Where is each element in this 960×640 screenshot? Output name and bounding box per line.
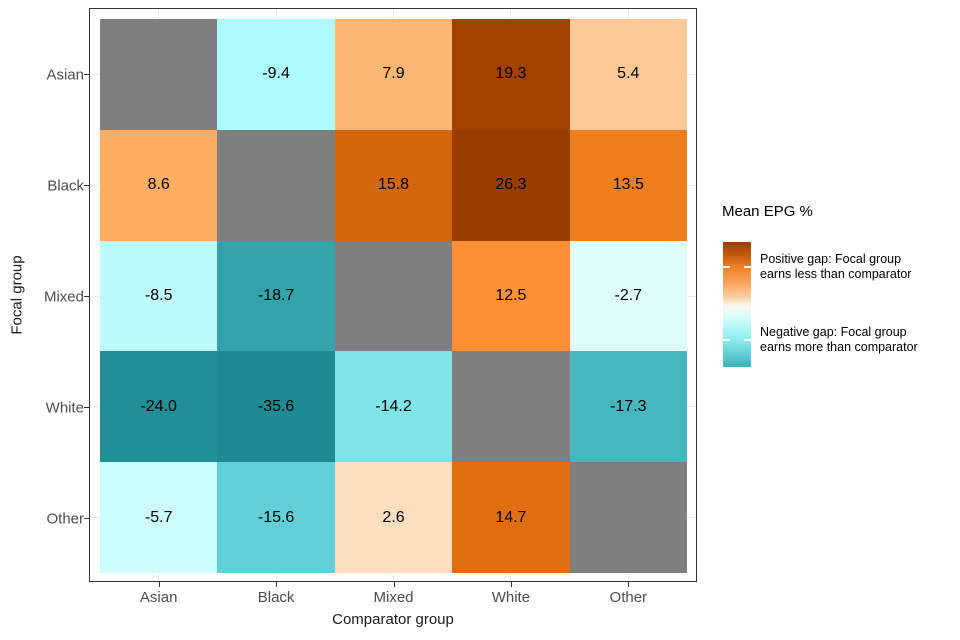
cell-value-label: 2.6: [382, 508, 405, 526]
cell-value-label: 15.8: [377, 176, 410, 194]
y-tick-other: [84, 517, 89, 519]
y-tick-asian: [84, 74, 89, 76]
x-tick-label-mixed: Mixed: [373, 589, 414, 606]
y-tick-label-asian: Asian: [46, 66, 84, 84]
heatmap-cell-other-asian: -5.7: [100, 462, 218, 573]
heatmap-tiles: -9.4 7.9 19.3 5.4 8.6 15.8 26.3 13.5 -8.5 -18.7 12…: [100, 19, 687, 573]
legend-tick-dash: [723, 266, 730, 268]
heatmap-cell-asian-black: -9.4: [217, 19, 335, 130]
y-tick-label-black: Black: [47, 177, 84, 195]
cell-value-label: 14.7: [495, 508, 527, 526]
legend-negative-line2: earns more than comparator: [760, 340, 918, 354]
cell-value-label: 13.5: [612, 176, 644, 194]
x-tick-mixed: [393, 582, 395, 587]
cell-value-label: 5.4: [617, 65, 640, 83]
x-axis-title: Comparator group: [332, 611, 454, 628]
cell-value-label: 8.6: [147, 176, 170, 194]
cell-value-label: -24.0: [140, 397, 177, 415]
legend-negative-line1: Negative gap: Focal group: [760, 324, 907, 339]
cell-value-label: -18.7: [257, 286, 295, 304]
heatmap-cell-asian-white: 19.3: [452, 19, 570, 130]
heatmap-cell-white-white: [452, 351, 570, 463]
legend-tick-dash: [744, 266, 751, 268]
heatmap-cell-mixed-asian: -8.5: [100, 240, 218, 352]
heatmap-cell-black-asian: 8.6: [100, 129, 218, 241]
heatmap-cell-other-mixed: 2.6: [334, 462, 453, 573]
cell-value-label: 26.3: [495, 176, 527, 194]
heatmap-cell-other-white: 14.7: [452, 462, 570, 573]
heatmap-cell-black-mixed: 15.8: [334, 129, 453, 241]
x-tick-label-black: Black: [257, 589, 295, 606]
cell-value-label: -9.4: [262, 65, 290, 83]
heatmap-cell-black-black: [217, 129, 335, 241]
heatmap-cell-other-black: -15.6: [217, 462, 335, 573]
heatmap-cell-mixed-white: 12.5: [452, 240, 570, 352]
legend-gradient-bar: [723, 242, 751, 367]
cell-value-label: -35.6: [257, 397, 295, 415]
x-tick-label-other: Other: [609, 589, 648, 606]
legend-positive-line2: earns less than comparator: [760, 267, 912, 281]
legend-positive-line1: Positive gap: Focal group: [760, 251, 902, 266]
legend-negative-label: Negative gap: Focal group earns more tha…: [760, 325, 918, 356]
x-tick-black: [276, 582, 278, 587]
heatmap-cell-other-other: [569, 462, 687, 573]
legend-tick-dash: [744, 338, 751, 341]
legend-positive-label: Positive gap: Focal group earns less tha…: [760, 252, 911, 283]
cell-value-label: -17.3: [610, 397, 647, 415]
x-tick-other: [628, 582, 630, 587]
heatmap-cell-black-white: 26.3: [452, 129, 570, 241]
y-tick-white: [84, 406, 89, 408]
cell-value-label: 7.9: [382, 65, 405, 83]
heatmap-cell-asian-mixed: 7.9: [334, 19, 453, 130]
legend-tick-dash: [723, 338, 730, 341]
heatmap-cell-mixed-black: -18.7: [217, 240, 335, 352]
cell-value-label: -15.6: [257, 508, 295, 526]
heatmap-cell-asian-other: 5.4: [569, 19, 687, 130]
x-tick-label-white: White: [491, 589, 531, 606]
x-tick-white: [510, 582, 512, 587]
cell-value-label: -8.5: [144, 286, 173, 304]
y-tick-label-mixed: Mixed: [43, 288, 84, 306]
y-tick-black: [84, 185, 89, 187]
cell-value-label: -14.2: [375, 397, 412, 415]
y-tick-label-white: White: [45, 399, 84, 417]
y-tick-mixed: [84, 296, 89, 297]
heatmap-cell-asian-asian: [100, 19, 218, 130]
cell-value-label: -2.7: [614, 286, 643, 304]
x-tick-asian: [158, 582, 160, 587]
heatmap-cell-white-asian: -24.0: [100, 351, 218, 463]
heatmap-cell-white-mixed: -14.2: [334, 351, 453, 463]
legend-title: Mean EPG %: [722, 203, 813, 220]
heatmap-cell-mixed-mixed: [334, 240, 453, 352]
heatmap-cell-white-black: -35.6: [217, 351, 335, 463]
heatmap-cell-white-other: -17.3: [569, 351, 687, 463]
cell-value-label: 19.3: [495, 65, 527, 83]
heatmap-cell-mixed-other: -2.7: [569, 240, 687, 352]
heatmap-cell-black-other: 13.5: [569, 129, 687, 241]
y-tick-label-other: Other: [46, 510, 84, 528]
cell-value-label: -5.7: [144, 508, 173, 526]
cell-value-label: 12.5: [495, 286, 527, 304]
x-tick-label-asian: Asian: [139, 589, 178, 606]
